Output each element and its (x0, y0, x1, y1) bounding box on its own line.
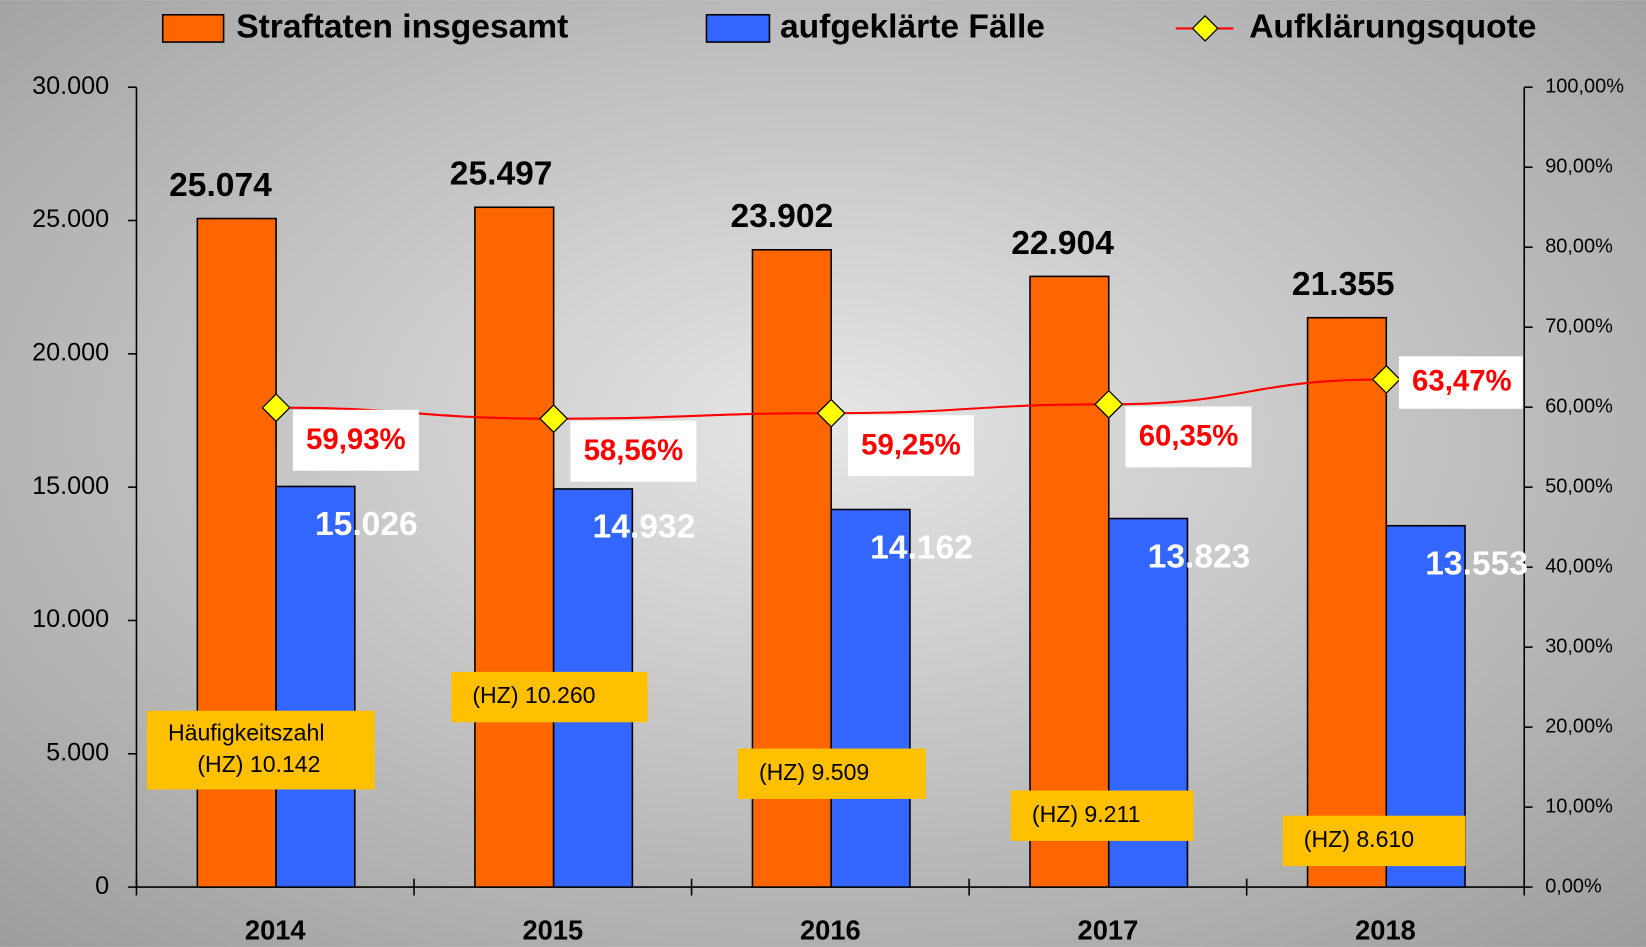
value-label: 25.074 (169, 167, 272, 204)
annotation: (HZ) 8.610 (1304, 826, 1414, 852)
value-label: 22.904 (1011, 225, 1114, 262)
value-label: 59,93% (306, 423, 406, 456)
annotation: Häufigkeitszahl (168, 719, 325, 745)
legend-label: aufgeklärte Fälle (780, 8, 1045, 45)
annotation-box (737, 748, 926, 799)
x-tick-label: 2015 (522, 914, 583, 945)
y2-tick-label: 100,00% (1545, 75, 1624, 97)
value-label: 13.823 (1148, 538, 1251, 575)
value-label: 15.026 (315, 506, 418, 543)
value-label: 13.553 (1425, 545, 1528, 582)
value-label-box (1125, 406, 1252, 468)
y2-tick-label: 40,00% (1545, 555, 1613, 577)
value-label: 14.162 (870, 529, 973, 566)
legend-swatch (161, 13, 225, 43)
x-tick-label: 2014 (245, 914, 307, 945)
annotation-box (146, 710, 375, 790)
bar (474, 206, 555, 888)
bar (275, 485, 356, 888)
marker (816, 398, 846, 428)
y-tick-label: 20.000 (32, 338, 109, 366)
value-label: 58,56% (584, 434, 684, 467)
y-tick-label: 30.000 (32, 72, 109, 100)
bar (1306, 316, 1388, 888)
value-label: 21.355 (1292, 266, 1395, 303)
x-tick-label: 2018 (1355, 914, 1416, 945)
y-tick-label: 15.000 (32, 472, 109, 500)
bar (1029, 275, 1110, 888)
y2-tick-label: 90,00% (1545, 155, 1613, 177)
value-label: 14.932 (593, 509, 696, 546)
annotation: (HZ) 10.260 (472, 682, 595, 708)
value-label: 23.902 (730, 198, 833, 235)
y2-tick-label: 60,00% (1545, 395, 1613, 417)
annotation: (HZ) 9.509 (759, 759, 869, 785)
value-label-box (292, 409, 419, 471)
annotation-box (451, 671, 648, 723)
marker (1094, 389, 1124, 419)
y2-tick-label: 80,00% (1545, 235, 1613, 257)
value-label: 59,25% (861, 429, 961, 462)
y2-tick-label: 0,00% (1545, 875, 1602, 897)
legend-label: Straftaten insgesamt (236, 8, 568, 45)
bar (830, 508, 911, 888)
y-tick-label: 5.000 (46, 738, 109, 766)
value-label-box (1398, 356, 1523, 409)
y2-tick-label: 20,00% (1545, 715, 1613, 737)
y2-tick-label: 10,00% (1545, 795, 1613, 817)
annotation: (HZ) 9.211 (1032, 801, 1141, 827)
value-label-box (847, 415, 974, 477)
y2-tick-label: 70,00% (1545, 315, 1613, 337)
value-label: 60,35% (1139, 420, 1239, 453)
y-tick-label: 10.000 (32, 605, 109, 633)
value-label: 25.497 (450, 156, 553, 193)
y2-tick-label: 50,00% (1545, 475, 1613, 497)
legend-label: Aufklärungsquote (1249, 8, 1536, 45)
marker (539, 404, 569, 434)
annotation-box (1282, 815, 1466, 867)
y-tick-label: 0 (95, 872, 109, 900)
value-label-box (570, 420, 697, 482)
legend-marker (1191, 14, 1219, 42)
y2-tick-label: 30,00% (1545, 635, 1613, 657)
y-tick-label: 25.000 (32, 205, 109, 233)
annotation: (HZ) 10.142 (197, 751, 320, 777)
x-tick-label: 2017 (1078, 914, 1139, 945)
value-label: 63,47% (1412, 364, 1512, 397)
marker (261, 393, 291, 423)
legend-swatch (705, 13, 771, 43)
x-tick-label: 2016 (800, 914, 861, 945)
marker (1371, 364, 1401, 394)
annotation-box (1010, 790, 1194, 841)
